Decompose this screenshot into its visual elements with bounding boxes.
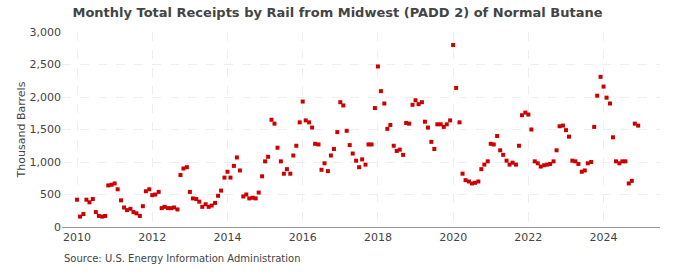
- svg-text:2020: 2020: [439, 231, 467, 244]
- svg-text:1,000: 1,000: [30, 156, 62, 169]
- svg-text:2022: 2022: [514, 231, 542, 244]
- svg-text:2018: 2018: [364, 231, 392, 244]
- svg-text:2024: 2024: [590, 231, 618, 244]
- svg-text:Source: U.S. Energy Informatio: Source: U.S. Energy Information Administ…: [64, 253, 301, 264]
- svg-text:2012: 2012: [138, 231, 166, 244]
- svg-text:2016: 2016: [289, 231, 317, 244]
- svg-text:2,500: 2,500: [30, 58, 62, 71]
- svg-text:500: 500: [40, 188, 61, 201]
- svg-text:1,500: 1,500: [30, 123, 62, 136]
- svg-text:Thousand Barrels: Thousand Barrels: [15, 81, 28, 178]
- svg-text:2,000: 2,000: [30, 91, 62, 104]
- svg-text:3,000: 3,000: [30, 26, 62, 39]
- svg-text:2010: 2010: [63, 231, 91, 244]
- svg-text:Monthly Total Receipts by Rail: Monthly Total Receipts by Rail from Midw…: [72, 5, 602, 20]
- svg-text:2014: 2014: [213, 231, 241, 244]
- svg-text:0: 0: [54, 221, 61, 234]
